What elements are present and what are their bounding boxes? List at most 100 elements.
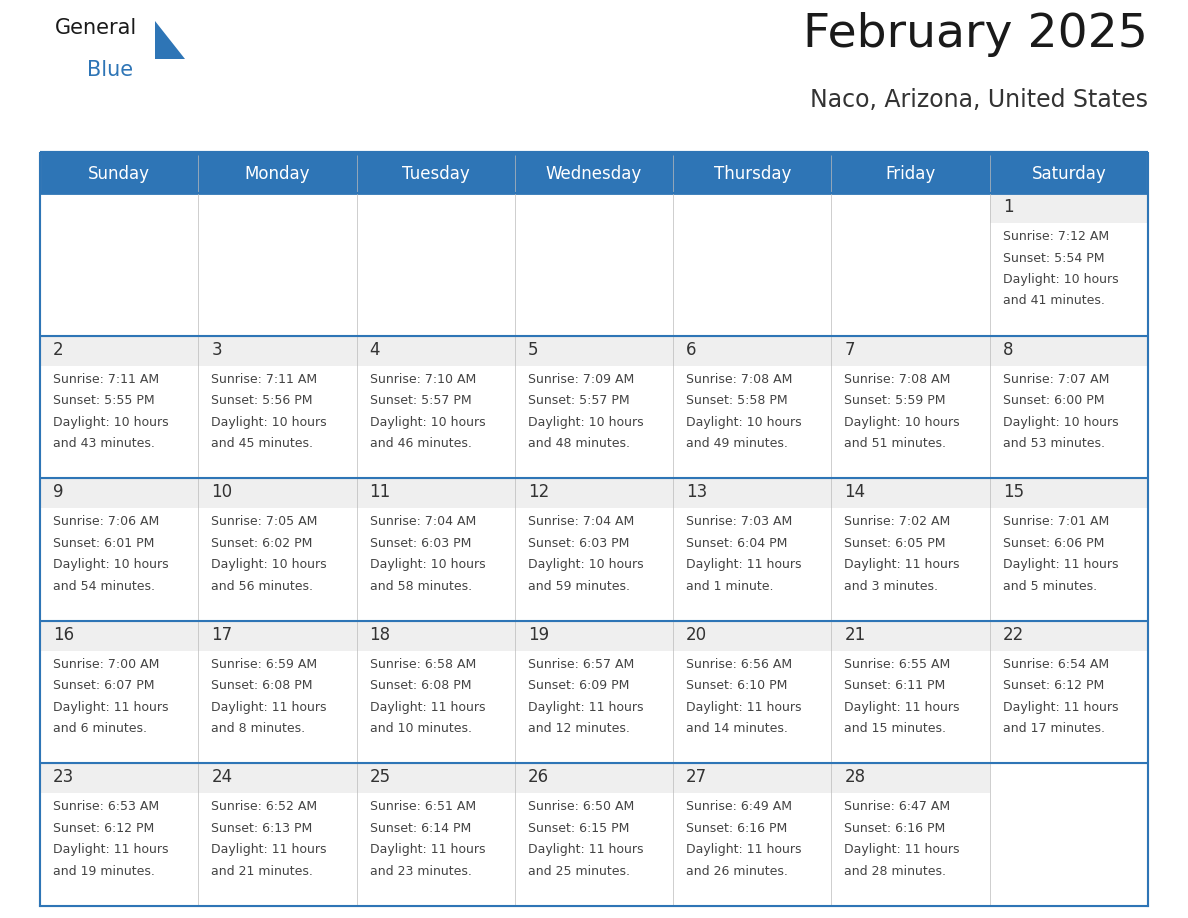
Text: Sunrise: 6:54 AM: Sunrise: 6:54 AM [1003,658,1108,671]
Text: Sunset: 5:57 PM: Sunset: 5:57 PM [369,394,472,407]
Text: 11: 11 [369,483,391,501]
FancyBboxPatch shape [832,764,990,793]
FancyBboxPatch shape [514,336,674,365]
Text: Sunset: 6:06 PM: Sunset: 6:06 PM [1003,537,1104,550]
FancyBboxPatch shape [40,478,198,621]
FancyBboxPatch shape [990,336,1148,478]
FancyBboxPatch shape [990,193,1148,336]
Text: Wednesday: Wednesday [545,165,643,183]
Text: Daylight: 11 hours: Daylight: 11 hours [845,844,960,856]
Text: and 41 minutes.: and 41 minutes. [1003,295,1105,308]
Text: 13: 13 [687,483,707,501]
Text: Sunrise: 7:10 AM: Sunrise: 7:10 AM [369,373,476,386]
Text: February 2025: February 2025 [803,12,1148,57]
Text: Sunset: 6:11 PM: Sunset: 6:11 PM [845,679,946,692]
Text: 17: 17 [211,626,233,644]
Text: and 25 minutes.: and 25 minutes. [527,865,630,878]
Text: Daylight: 10 hours: Daylight: 10 hours [527,558,644,571]
FancyBboxPatch shape [832,193,990,336]
FancyBboxPatch shape [990,193,1148,223]
Text: Daylight: 11 hours: Daylight: 11 hours [687,844,802,856]
Text: Saturday: Saturday [1031,165,1106,183]
Text: and 46 minutes.: and 46 minutes. [369,437,472,450]
Text: Daylight: 11 hours: Daylight: 11 hours [845,700,960,714]
Text: and 5 minutes.: and 5 minutes. [1003,579,1097,593]
Text: Sunset: 6:16 PM: Sunset: 6:16 PM [845,822,946,834]
Text: Sunrise: 7:00 AM: Sunrise: 7:00 AM [53,658,159,671]
Text: 24: 24 [211,768,233,787]
Text: 16: 16 [53,626,74,644]
Text: Sunrise: 6:47 AM: Sunrise: 6:47 AM [845,800,950,813]
Text: and 12 minutes.: and 12 minutes. [527,722,630,735]
Text: 10: 10 [211,483,233,501]
FancyBboxPatch shape [356,193,514,336]
Text: 5: 5 [527,341,538,359]
Text: 23: 23 [53,768,74,787]
Text: 28: 28 [845,768,866,787]
FancyBboxPatch shape [40,621,198,651]
Text: Sunrise: 6:49 AM: Sunrise: 6:49 AM [687,800,792,813]
FancyBboxPatch shape [356,336,514,365]
Text: and 10 minutes.: and 10 minutes. [369,722,472,735]
Text: Sunrise: 7:07 AM: Sunrise: 7:07 AM [1003,373,1110,386]
Text: Sunday: Sunday [88,165,150,183]
Text: Sunset: 6:14 PM: Sunset: 6:14 PM [369,822,470,834]
FancyBboxPatch shape [832,621,990,764]
Text: 6: 6 [687,341,696,359]
Text: Friday: Friday [885,165,936,183]
Text: and 19 minutes.: and 19 minutes. [53,865,154,878]
FancyBboxPatch shape [356,478,514,509]
Text: Sunrise: 6:53 AM: Sunrise: 6:53 AM [53,800,159,813]
Text: Sunset: 5:55 PM: Sunset: 5:55 PM [53,394,154,407]
Text: Sunrise: 6:51 AM: Sunrise: 6:51 AM [369,800,475,813]
Text: Daylight: 11 hours: Daylight: 11 hours [1003,700,1118,714]
Text: Daylight: 10 hours: Daylight: 10 hours [687,416,802,429]
FancyBboxPatch shape [40,336,198,365]
Text: 25: 25 [369,768,391,787]
FancyBboxPatch shape [198,478,356,509]
Text: 4: 4 [369,341,380,359]
FancyBboxPatch shape [198,764,356,906]
Text: Sunset: 5:58 PM: Sunset: 5:58 PM [687,394,788,407]
Text: 2: 2 [53,341,64,359]
Text: Sunrise: 6:58 AM: Sunrise: 6:58 AM [369,658,476,671]
FancyBboxPatch shape [356,764,514,906]
Text: Sunset: 6:13 PM: Sunset: 6:13 PM [211,822,312,834]
Text: 9: 9 [53,483,63,501]
Text: 15: 15 [1003,483,1024,501]
Text: Daylight: 11 hours: Daylight: 11 hours [369,844,485,856]
Text: Daylight: 11 hours: Daylight: 11 hours [845,558,960,571]
Text: Sunset: 6:03 PM: Sunset: 6:03 PM [527,537,630,550]
FancyBboxPatch shape [198,764,356,793]
Text: Sunrise: 7:11 AM: Sunrise: 7:11 AM [53,373,159,386]
Text: and 28 minutes.: and 28 minutes. [845,865,947,878]
Text: Daylight: 11 hours: Daylight: 11 hours [369,700,485,714]
Text: Daylight: 10 hours: Daylight: 10 hours [527,416,644,429]
Text: Sunset: 6:02 PM: Sunset: 6:02 PM [211,537,312,550]
Text: Daylight: 10 hours: Daylight: 10 hours [211,416,327,429]
FancyBboxPatch shape [674,621,832,651]
Text: 21: 21 [845,626,866,644]
Text: Sunrise: 7:02 AM: Sunrise: 7:02 AM [845,515,950,528]
FancyBboxPatch shape [198,336,356,365]
FancyBboxPatch shape [990,336,1148,365]
FancyBboxPatch shape [832,336,990,365]
FancyBboxPatch shape [674,193,832,336]
FancyBboxPatch shape [356,621,514,651]
FancyBboxPatch shape [40,336,198,478]
Text: Sunrise: 7:12 AM: Sunrise: 7:12 AM [1003,230,1108,243]
Text: Sunrise: 7:04 AM: Sunrise: 7:04 AM [369,515,476,528]
Text: Sunrise: 6:55 AM: Sunrise: 6:55 AM [845,658,950,671]
Text: Sunrise: 7:04 AM: Sunrise: 7:04 AM [527,515,634,528]
Text: 12: 12 [527,483,549,501]
Polygon shape [154,21,185,59]
FancyBboxPatch shape [990,478,1148,621]
FancyBboxPatch shape [990,621,1148,764]
Text: Sunset: 6:12 PM: Sunset: 6:12 PM [53,822,154,834]
Text: Daylight: 10 hours: Daylight: 10 hours [369,416,485,429]
Text: Sunset: 6:09 PM: Sunset: 6:09 PM [527,679,630,692]
Text: Daylight: 11 hours: Daylight: 11 hours [1003,558,1118,571]
FancyBboxPatch shape [514,478,674,509]
FancyBboxPatch shape [40,621,198,764]
Text: Daylight: 11 hours: Daylight: 11 hours [53,700,169,714]
